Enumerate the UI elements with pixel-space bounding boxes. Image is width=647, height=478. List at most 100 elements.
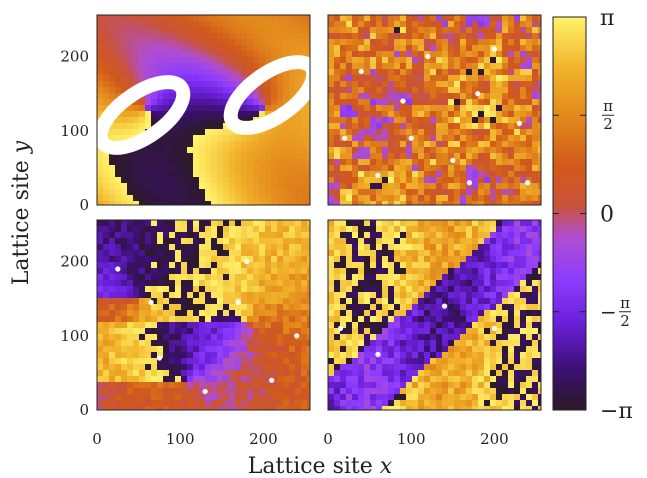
heatmap-cell [121,57,128,64]
heatmap-cell [502,220,509,227]
heatmap-cell [454,63,461,70]
heatmap-cell [181,394,188,401]
heatmap-cell [406,232,413,239]
heatmap-cell [370,51,377,58]
heatmap-cell [364,262,371,269]
heatmap-cell [460,21,467,28]
heatmap-cell [301,310,308,317]
heatmap-cell [199,382,206,389]
heatmap-cell [406,51,413,58]
heatmap-cell [490,87,497,94]
heatmap-cell [406,57,413,64]
heatmap-cell [259,171,266,178]
heatmap-cell [418,171,425,178]
heatmap-cell [346,316,353,323]
heatmap-cell [388,304,395,311]
heatmap-cell [352,93,359,100]
heatmap-cell [340,298,347,305]
heatmap-cell [334,268,341,275]
heatmap-cell [145,280,152,287]
heatmap-cell [526,262,533,269]
heatmap-cell [229,244,236,251]
heatmap-cell [484,232,491,239]
heatmap-cell [301,322,308,329]
heatmap-cell [490,274,497,281]
heatmap-cell [151,21,158,28]
heatmap-cell [448,274,455,281]
heatmap-cell [496,316,503,323]
heatmap-cell [97,159,104,166]
heatmap-cell [259,328,266,335]
heatmap-cell [478,352,485,359]
heatmap-cell [424,147,431,154]
heatmap-cell [436,177,443,184]
heatmap-cell [472,39,479,46]
heatmap-cell [157,189,164,196]
heatmap-cell [520,15,527,22]
heatmap-cell [199,201,206,206]
heatmap-cell [235,153,242,160]
heatmap-cell [181,316,188,323]
heatmap-cell [157,147,164,154]
heatmap-cell [430,346,437,353]
heatmap-cell [289,165,296,172]
heatmap-cell [277,220,284,227]
heatmap-cell [271,346,278,353]
heatmap-cell [115,75,122,82]
heatmap-cell [382,99,389,106]
heatmap-cell [229,322,236,329]
heatmap-cell [454,39,461,46]
heatmap-cell [175,123,182,130]
heatmap-cell [334,81,341,88]
heatmap-cell [115,358,122,365]
heatmap-cell [181,376,188,383]
heatmap-cell [478,256,485,263]
heatmap-cell [340,15,347,22]
heatmap-cell [424,334,431,341]
heatmap-cell [163,135,170,142]
heatmap-cell [472,346,479,353]
heatmap-cell [370,394,377,401]
heatmap-cell [259,21,266,28]
heatmap-cell [340,364,347,371]
heatmap-cell [466,27,473,34]
heatmap-cell [277,201,284,206]
heatmap-cell [187,177,194,184]
heatmap-cell [247,286,254,293]
heatmap-cell [520,93,527,100]
heatmap-cell [364,15,371,22]
heatmap-cell [520,159,527,166]
heatmap-cell [514,358,521,365]
heatmap-cell [283,177,290,184]
heatmap-cell [217,322,224,329]
heatmap-cell [472,394,479,401]
heatmap-cell [217,286,224,293]
y-tick-label: 200 [60,253,89,271]
heatmap-cell [139,57,146,64]
heatmap-cell [97,346,104,353]
heatmap-cell [502,394,509,401]
heatmap-cell [328,388,335,395]
heatmap-cell [241,322,248,329]
heatmap-cell [442,135,449,142]
heatmap-cell [181,123,188,130]
heatmap-cell [187,298,194,305]
heatmap-cell [187,63,194,70]
heatmap-cell [223,298,230,305]
heatmap-cell [514,232,521,239]
heatmap-cell [478,63,485,70]
heatmap-cell [472,310,479,317]
heatmap-cell [454,250,461,257]
heatmap-cell [520,310,527,317]
heatmap-cell [145,238,152,245]
heatmap-cell [442,376,449,383]
heatmap-cell [484,87,491,94]
heatmap-cell [265,201,272,206]
heatmap-cell [466,256,473,263]
heatmap-cell [352,238,359,245]
heatmap-cell [502,322,509,329]
heatmap-cell [175,370,182,377]
heatmap-cell [301,195,308,202]
heatmap-cell [490,189,497,196]
